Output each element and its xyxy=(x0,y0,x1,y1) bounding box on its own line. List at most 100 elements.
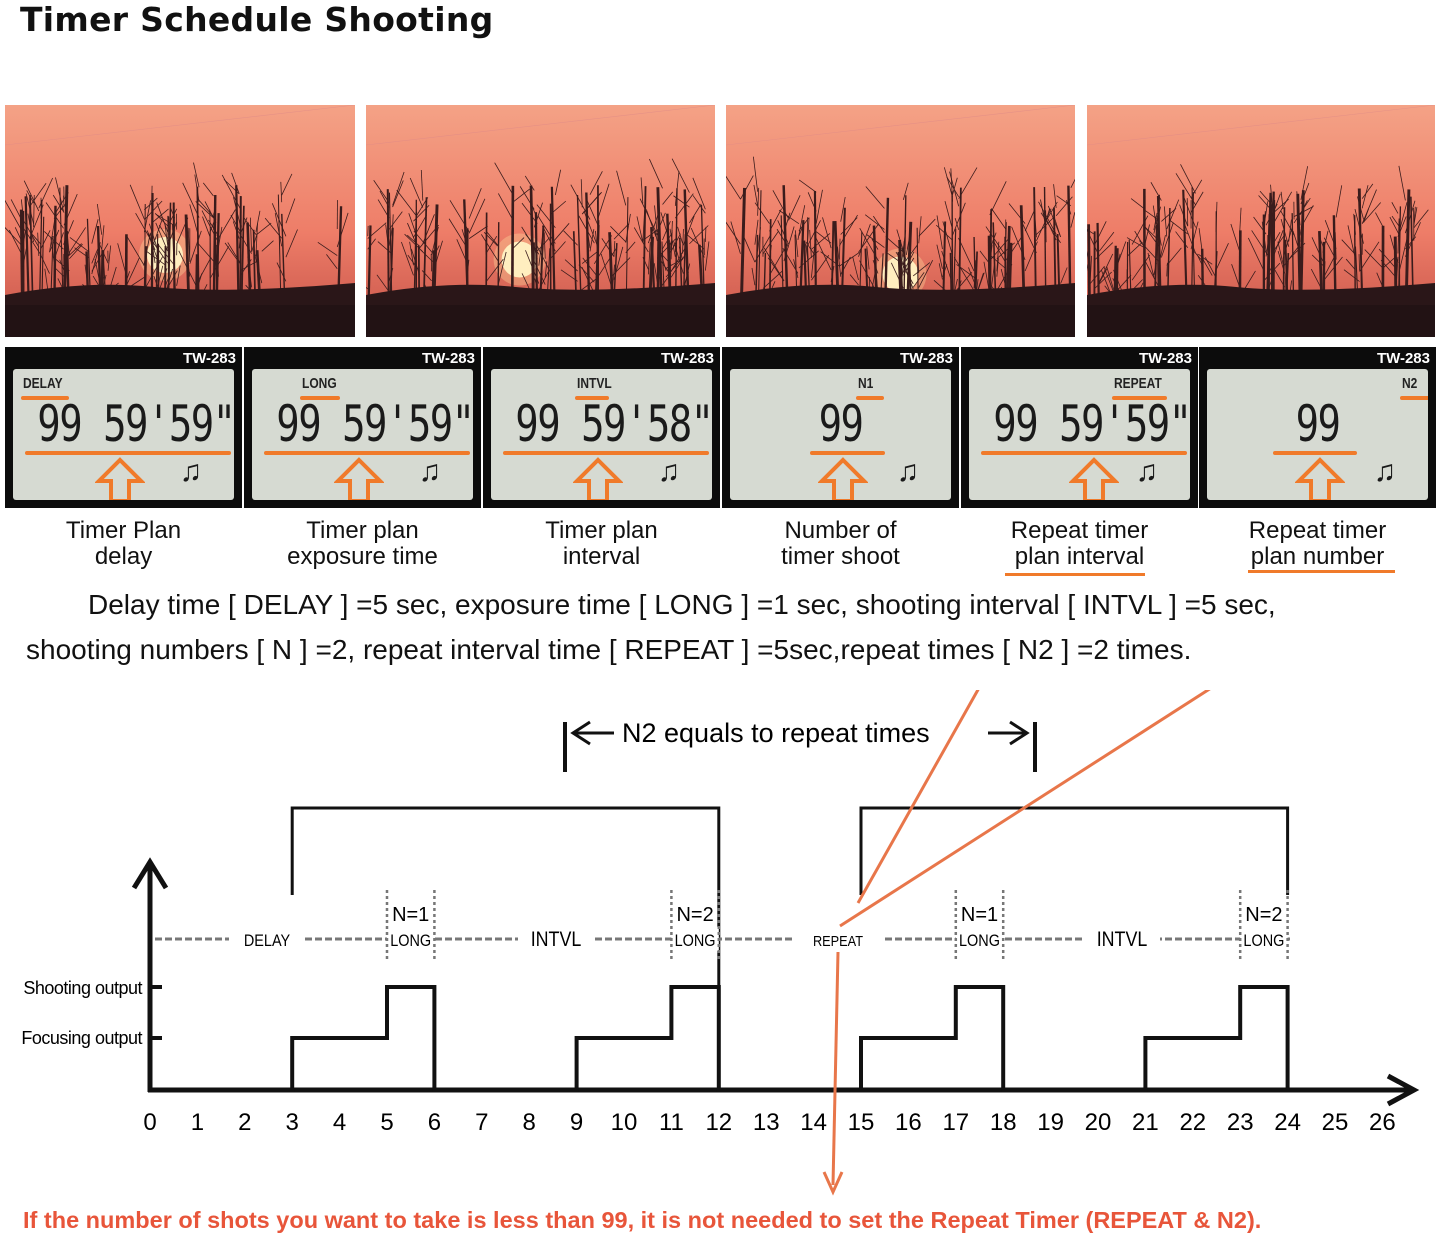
x-tick-label: 16 xyxy=(895,1109,922,1136)
lcd-panel-n1: TW-283 N1 99 ♫ xyxy=(722,347,959,508)
caption-line: Timer plan xyxy=(545,517,658,544)
y-label-shooting: Shooting output xyxy=(23,978,142,998)
x-tick-label: 26 xyxy=(1369,1109,1396,1136)
repeat-group-bracket xyxy=(859,806,1290,895)
shot-long-label: LONG xyxy=(675,932,716,950)
phase-label-intvl: INTVL xyxy=(531,928,582,952)
x-tick-label: 13 xyxy=(753,1109,780,1136)
panel-caption: Timer plan exposure time xyxy=(244,518,481,570)
up-arrow-icon xyxy=(1069,457,1119,500)
settings-paragraph-line-1: Delay time [ DELAY ] =5 sec, exposure ti… xyxy=(88,589,1276,620)
up-arrow-icon xyxy=(1295,457,1345,500)
shot-number-label: N=2 xyxy=(676,904,713,926)
repeat-group-bracket xyxy=(290,806,721,985)
caption-line: Timer plan xyxy=(306,517,419,544)
connector-line-repeat xyxy=(856,690,980,904)
caption-line: Number of xyxy=(784,517,897,544)
model-label: TW-283 xyxy=(899,350,953,367)
lcd-screen: INTVL 99 59'58" ♫ xyxy=(491,369,712,500)
value-underline xyxy=(25,451,231,455)
x-tick-label: 10 xyxy=(611,1109,638,1136)
caption-line: Repeat timer xyxy=(1248,517,1387,544)
lcd-value: 99 59'58" xyxy=(515,395,712,453)
up-arrow-icon xyxy=(95,457,145,500)
value-underline xyxy=(503,451,709,455)
phase-label-delay: DELAY xyxy=(244,932,291,950)
music-note-icon: ♫ xyxy=(1373,455,1397,488)
music-note-icon: ♫ xyxy=(418,455,442,488)
sunset-photo-4 xyxy=(1087,105,1435,337)
up-arrow-icon xyxy=(573,457,623,500)
x-tick-label: 21 xyxy=(1132,1109,1159,1136)
x-tick-label: 7 xyxy=(475,1109,488,1136)
x-tick-label: 20 xyxy=(1085,1109,1112,1136)
music-note-icon: ♫ xyxy=(179,455,203,488)
x-tick-label: 11 xyxy=(659,1109,684,1136)
x-tick-label: 2 xyxy=(238,1109,251,1136)
caption-line: Repeat timer xyxy=(1010,517,1149,544)
model-label: TW-283 xyxy=(421,350,475,367)
settings-paragraph-line-2: shooting numbers [ N ] =2, repeat interv… xyxy=(26,634,1192,665)
x-tick-label: 15 xyxy=(848,1109,875,1136)
phase-label-repeat: REPEAT xyxy=(813,932,863,949)
label-bg xyxy=(229,927,305,951)
x-tick-label: 8 xyxy=(523,1109,536,1136)
x-tick-label: 12 xyxy=(705,1109,732,1136)
mode-label: N1 xyxy=(858,375,874,392)
model-label: TW-283 xyxy=(182,350,236,367)
x-axis-arrow-icon xyxy=(1386,1073,1420,1107)
x-tick-label: 5 xyxy=(380,1109,393,1136)
x-tick-label: 23 xyxy=(1227,1109,1254,1136)
mode-underline xyxy=(21,396,69,400)
y-axis-arrow-icon xyxy=(131,857,169,890)
sun xyxy=(501,241,538,278)
model-label: TW-283 xyxy=(1138,350,1192,367)
x-tick-label: 22 xyxy=(1179,1109,1206,1136)
music-note-icon: ♫ xyxy=(657,455,681,488)
lcd-panel-repeat: TW-283 REPEAT 99 59'59" ♫ xyxy=(961,347,1198,508)
lcd-value: 99 59'59" xyxy=(37,395,234,453)
lcd-screen: N1 99 ♫ xyxy=(730,369,951,500)
sunset-photo-1 xyxy=(5,105,355,337)
lcd-screen: REPEAT 99 59'59" ♫ xyxy=(969,369,1190,500)
y-label-focusing: Focusing output xyxy=(21,1028,142,1048)
lcd-panel-intvl: TW-283 INTVL 99 59'58" ♫ xyxy=(483,347,720,508)
shot-number-label: N=2 xyxy=(1245,904,1282,926)
music-note-icon: ♫ xyxy=(896,455,920,488)
caption-line: timer shoot xyxy=(781,543,900,570)
panel-caption: Timer plan interval xyxy=(483,518,720,570)
x-tick-label: 9 xyxy=(570,1109,583,1136)
left-arrow-icon xyxy=(570,720,614,746)
value-underline xyxy=(810,451,885,455)
x-tick-label: 0 xyxy=(143,1109,156,1136)
lcd-screen: N2 99 ♫ xyxy=(1207,369,1428,500)
lcd-value: 99 59'59" xyxy=(993,395,1190,453)
down-arrow-icon xyxy=(822,1171,844,1196)
mode-label: REPEAT xyxy=(1114,375,1162,392)
caption-line: plan number xyxy=(1250,543,1385,570)
shot-number-label: N=1 xyxy=(392,904,429,926)
panel-caption: Number of timer shoot xyxy=(722,518,959,570)
x-tick-label: 18 xyxy=(990,1109,1017,1136)
lcd-value: 99 xyxy=(1295,395,1341,453)
label-bg xyxy=(387,927,435,951)
mode-underline xyxy=(1112,396,1167,400)
shot-long-label: LONG xyxy=(1243,932,1284,950)
mode-underline xyxy=(575,396,609,400)
x-tick-label: 3 xyxy=(286,1109,299,1136)
lcd-screen: DELAY 99 59'59" ♫ xyxy=(13,369,234,500)
n2-span-label: N2 equals to repeat times xyxy=(622,718,930,748)
x-tick-label: 6 xyxy=(428,1109,441,1136)
caption-line: delay xyxy=(94,543,153,570)
label-bg xyxy=(1084,927,1160,951)
caption-line: interval xyxy=(562,543,641,570)
x-tick-label: 1 xyxy=(191,1109,204,1136)
shot-long-label: LONG xyxy=(959,932,1000,950)
sunset-photo-3 xyxy=(726,105,1075,337)
x-tick-label: 17 xyxy=(942,1109,969,1136)
label-bg xyxy=(671,927,719,951)
lcd-value: 99 59'59" xyxy=(276,395,473,453)
phase-label-intvl: INTVL xyxy=(1097,928,1148,952)
lcd-panel-long: TW-283 LONG 99 59'59" ♫ xyxy=(244,347,481,508)
